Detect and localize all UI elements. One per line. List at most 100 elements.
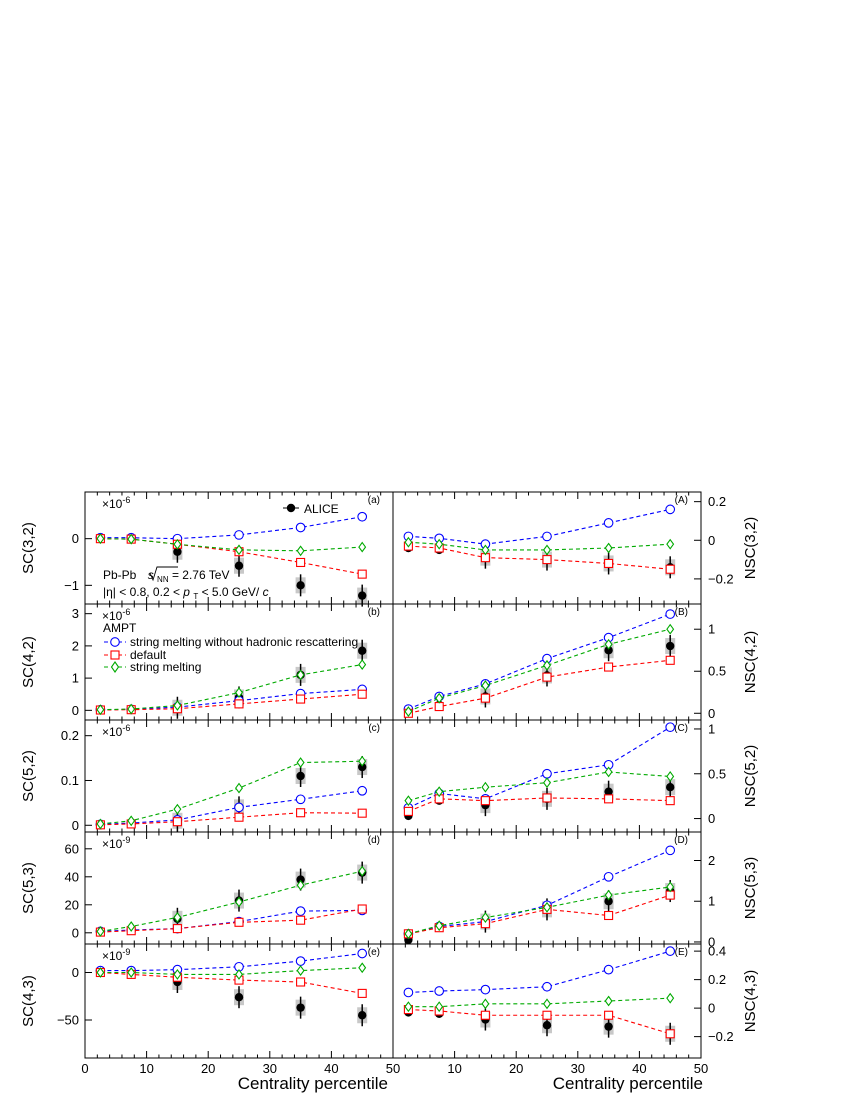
open-square-point bbox=[542, 1010, 552, 1020]
legend-marker-open-square bbox=[110, 650, 120, 660]
panel-c: 0 0.1 0.2 SC(5,2) (c) ×10-6 bbox=[20, 719, 394, 833]
open-square-point bbox=[604, 662, 614, 672]
x-tick-label: 50 bbox=[386, 1061, 400, 1076]
y-tick-label: 0.5 bbox=[708, 766, 726, 781]
series-string-melting bbox=[96, 659, 367, 716]
y-axis-title: NSC(4,2) bbox=[742, 631, 759, 694]
panel-label: (E) bbox=[675, 947, 688, 958]
series-line bbox=[100, 538, 363, 575]
open-square-point bbox=[665, 796, 675, 806]
panel-d: 0 20 40 60 SC(5,3) (d) ×10-9 bbox=[20, 831, 394, 945]
series-string-melting-without-hadronic-rescattering bbox=[95, 905, 368, 937]
exponent-power: -6 bbox=[122, 495, 130, 505]
series-string-melting bbox=[96, 865, 367, 937]
alice-point bbox=[604, 787, 613, 796]
open-square-point bbox=[604, 794, 614, 804]
open-circle-point bbox=[542, 531, 552, 542]
legend-label-string-melting: string melting bbox=[130, 660, 201, 674]
open-diamond-point bbox=[481, 998, 490, 1010]
series-line bbox=[408, 541, 671, 551]
open-diamond-point bbox=[296, 757, 305, 768]
open-diamond-point bbox=[404, 706, 413, 718]
y-tick-label: 0 bbox=[72, 818, 79, 833]
panel-label: (b) bbox=[368, 607, 380, 618]
y-axis-title: NSC(4,3) bbox=[742, 970, 759, 1033]
series-line bbox=[408, 849, 671, 935]
open-diamond-point bbox=[96, 818, 105, 830]
open-diamond-point bbox=[666, 881, 675, 893]
exponent-power: -6 bbox=[122, 607, 130, 617]
y-tick-label: 0.1 bbox=[61, 773, 79, 788]
alice-point bbox=[358, 591, 367, 600]
open-diamond-point bbox=[358, 659, 367, 671]
series-line bbox=[100, 971, 363, 994]
x-tick-label: 40 bbox=[632, 1061, 646, 1076]
annotation-line-2: |η| < 0.8, 0.2 < p T < 5.0 GeV/ c bbox=[103, 585, 269, 602]
y-axis-title: SC(3,2) bbox=[20, 522, 37, 574]
open-diamond-point bbox=[296, 965, 305, 977]
series-string-melting-without-hadronic-rescattering bbox=[403, 504, 676, 549]
legend-label-default: default bbox=[130, 648, 167, 662]
open-diamond-point bbox=[96, 533, 105, 545]
series-string-melting-without-hadronic-rescattering bbox=[95, 948, 368, 976]
legend-entry-string-melting: string melting bbox=[104, 660, 201, 674]
panel-label: (d) bbox=[368, 835, 380, 846]
open-diamond-point bbox=[404, 536, 413, 548]
series-default bbox=[403, 890, 675, 939]
legend-marker-open-circle bbox=[110, 637, 120, 647]
y-axis-title: NSC(5,3) bbox=[742, 857, 759, 920]
open-diamond-point bbox=[96, 704, 105, 716]
open-circle-point bbox=[603, 518, 614, 528]
series-line bbox=[100, 516, 363, 540]
series-string-melting-without-hadronic-rescattering bbox=[403, 946, 676, 998]
open-square-point bbox=[434, 702, 444, 712]
open-square-point bbox=[234, 917, 244, 927]
panel-label: (a) bbox=[368, 495, 380, 506]
exponent-label: ×10-6 bbox=[102, 607, 130, 623]
open-circle-point bbox=[665, 722, 676, 733]
y-axis-title: SC(4,2) bbox=[20, 636, 37, 688]
open-diamond-point bbox=[543, 998, 551, 1010]
series-line bbox=[100, 538, 363, 552]
open-diamond-point bbox=[358, 541, 367, 553]
series-alice bbox=[404, 1008, 676, 1045]
open-diamond-point bbox=[604, 766, 613, 778]
alice-point bbox=[358, 1011, 367, 1020]
panel-d: 0 1 2 NSC(5,3) (D) bbox=[392, 831, 759, 949]
open-diamond-point bbox=[404, 928, 413, 940]
y-tick-label: 1 bbox=[708, 894, 715, 909]
y-tick-label: 0 bbox=[708, 533, 715, 548]
open-diamond-point bbox=[358, 962, 367, 974]
open-square-point bbox=[403, 806, 413, 816]
open-diamond-point bbox=[543, 544, 551, 556]
collision-annotation: Pb-Pb s NN = 2.76 TeV |η| < 0.8, 0.2 < p… bbox=[103, 566, 269, 602]
open-circle-point bbox=[434, 986, 445, 996]
y-tick-label: −0.2 bbox=[708, 1029, 734, 1044]
series-default bbox=[403, 655, 675, 718]
open-diamond-point bbox=[435, 786, 444, 798]
open-diamond-point bbox=[604, 638, 613, 650]
open-diamond-point bbox=[173, 700, 182, 711]
open-diamond-point bbox=[127, 921, 136, 932]
series-string-melting bbox=[404, 881, 675, 940]
alice-point bbox=[358, 646, 367, 655]
panel-e: 0.4 0.2 0 −0.2 NSC(4,3) (E) bbox=[392, 943, 759, 1059]
open-circle-point bbox=[665, 609, 676, 619]
open-diamond-point bbox=[435, 538, 444, 550]
legend-entry-sm-norescatter: string melting without hadronic rescatte… bbox=[104, 635, 358, 649]
y-tick-label: 0 bbox=[708, 706, 715, 721]
open-circle-point bbox=[357, 511, 368, 522]
open-diamond-point bbox=[604, 889, 613, 901]
exponent-base: ×10 bbox=[102, 837, 123, 851]
open-diamond-point bbox=[404, 795, 413, 807]
y-tick-label: 0 bbox=[708, 1001, 715, 1016]
open-square-point bbox=[296, 557, 306, 568]
open-circle-point bbox=[542, 768, 552, 779]
exponent-power: -9 bbox=[122, 835, 130, 845]
alice-point bbox=[604, 646, 613, 655]
alice-point bbox=[604, 897, 613, 906]
y-tick-label: 0.5 bbox=[708, 664, 726, 679]
y-tick-label: 0 bbox=[708, 811, 715, 826]
alice-point bbox=[234, 993, 244, 1002]
series-line bbox=[100, 952, 363, 972]
